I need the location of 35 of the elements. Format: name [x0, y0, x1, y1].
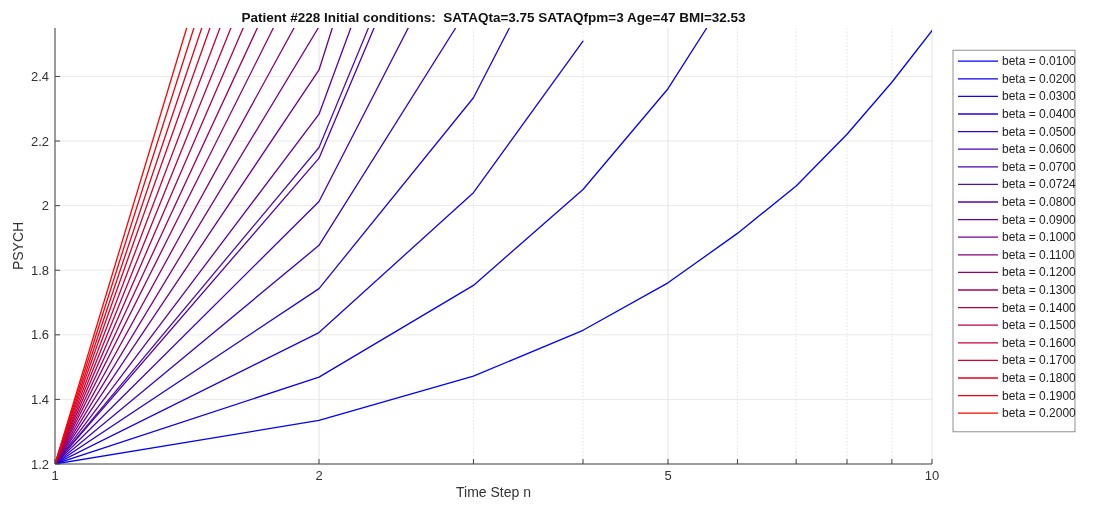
y-tick-label: 1.8: [30, 262, 49, 278]
legend-label: beta = 0.2000: [1002, 406, 1077, 421]
y-tick-label: 2: [41, 198, 49, 214]
y-tick-label: 1.2: [30, 456, 49, 472]
legend-label: beta = 0.0500: [1002, 124, 1077, 139]
legend-label: beta = 0.0100: [1002, 54, 1077, 69]
legend-label: beta = 0.0900: [1002, 212, 1077, 227]
y-tick-label: 2.2: [30, 133, 49, 149]
legend-label: beta = 0.1700: [1002, 353, 1077, 368]
x-tick-label: 2: [315, 468, 323, 483]
legend-label: beta = 0.1100: [1002, 247, 1076, 262]
legend-label: beta = 0.0200: [1002, 71, 1077, 86]
legend-label: beta = 0.0300: [1002, 89, 1077, 104]
x-axis-title: Time Step n: [456, 484, 531, 500]
legend-label: beta = 0.0600: [1002, 142, 1077, 157]
legend-label: beta = 0.1300: [1002, 283, 1077, 297]
legend-label: beta = 0.0724: [1002, 177, 1077, 192]
x-tick-label: 5: [664, 468, 672, 483]
x-tick-label: 1: [51, 468, 59, 483]
y-tick-label: 1.4: [30, 391, 49, 407]
legend-label: beta = 0.1400: [1002, 300, 1077, 315]
legend-label: beta = 0.1800: [1002, 371, 1077, 385]
y-tick-label: 2.4: [30, 68, 49, 84]
y-axis-title: PSYCH: [10, 221, 26, 271]
y-tick-label: 1.6: [30, 327, 49, 343]
legend-label: beta = 0.1500: [1002, 318, 1077, 333]
legend-label: beta = 0.1000: [1002, 230, 1077, 245]
legend-label: beta = 0.1200: [1002, 265, 1077, 280]
legend-label: beta = 0.0800: [1002, 195, 1077, 209]
chart-title: Patient #228 Initial conditions: SATAQta=3.75 SATAQfpm=3 Age=47 BMI=32.53: [241, 10, 747, 25]
x-tick-label: 10: [924, 468, 940, 483]
legend-label: beta = 0.1600: [1002, 335, 1077, 350]
legend-label: beta = 0.0700: [1002, 159, 1077, 174]
legend-label: beta = 0.1900: [1002, 388, 1077, 403]
legend-label: beta = 0.0400: [1002, 107, 1077, 121]
